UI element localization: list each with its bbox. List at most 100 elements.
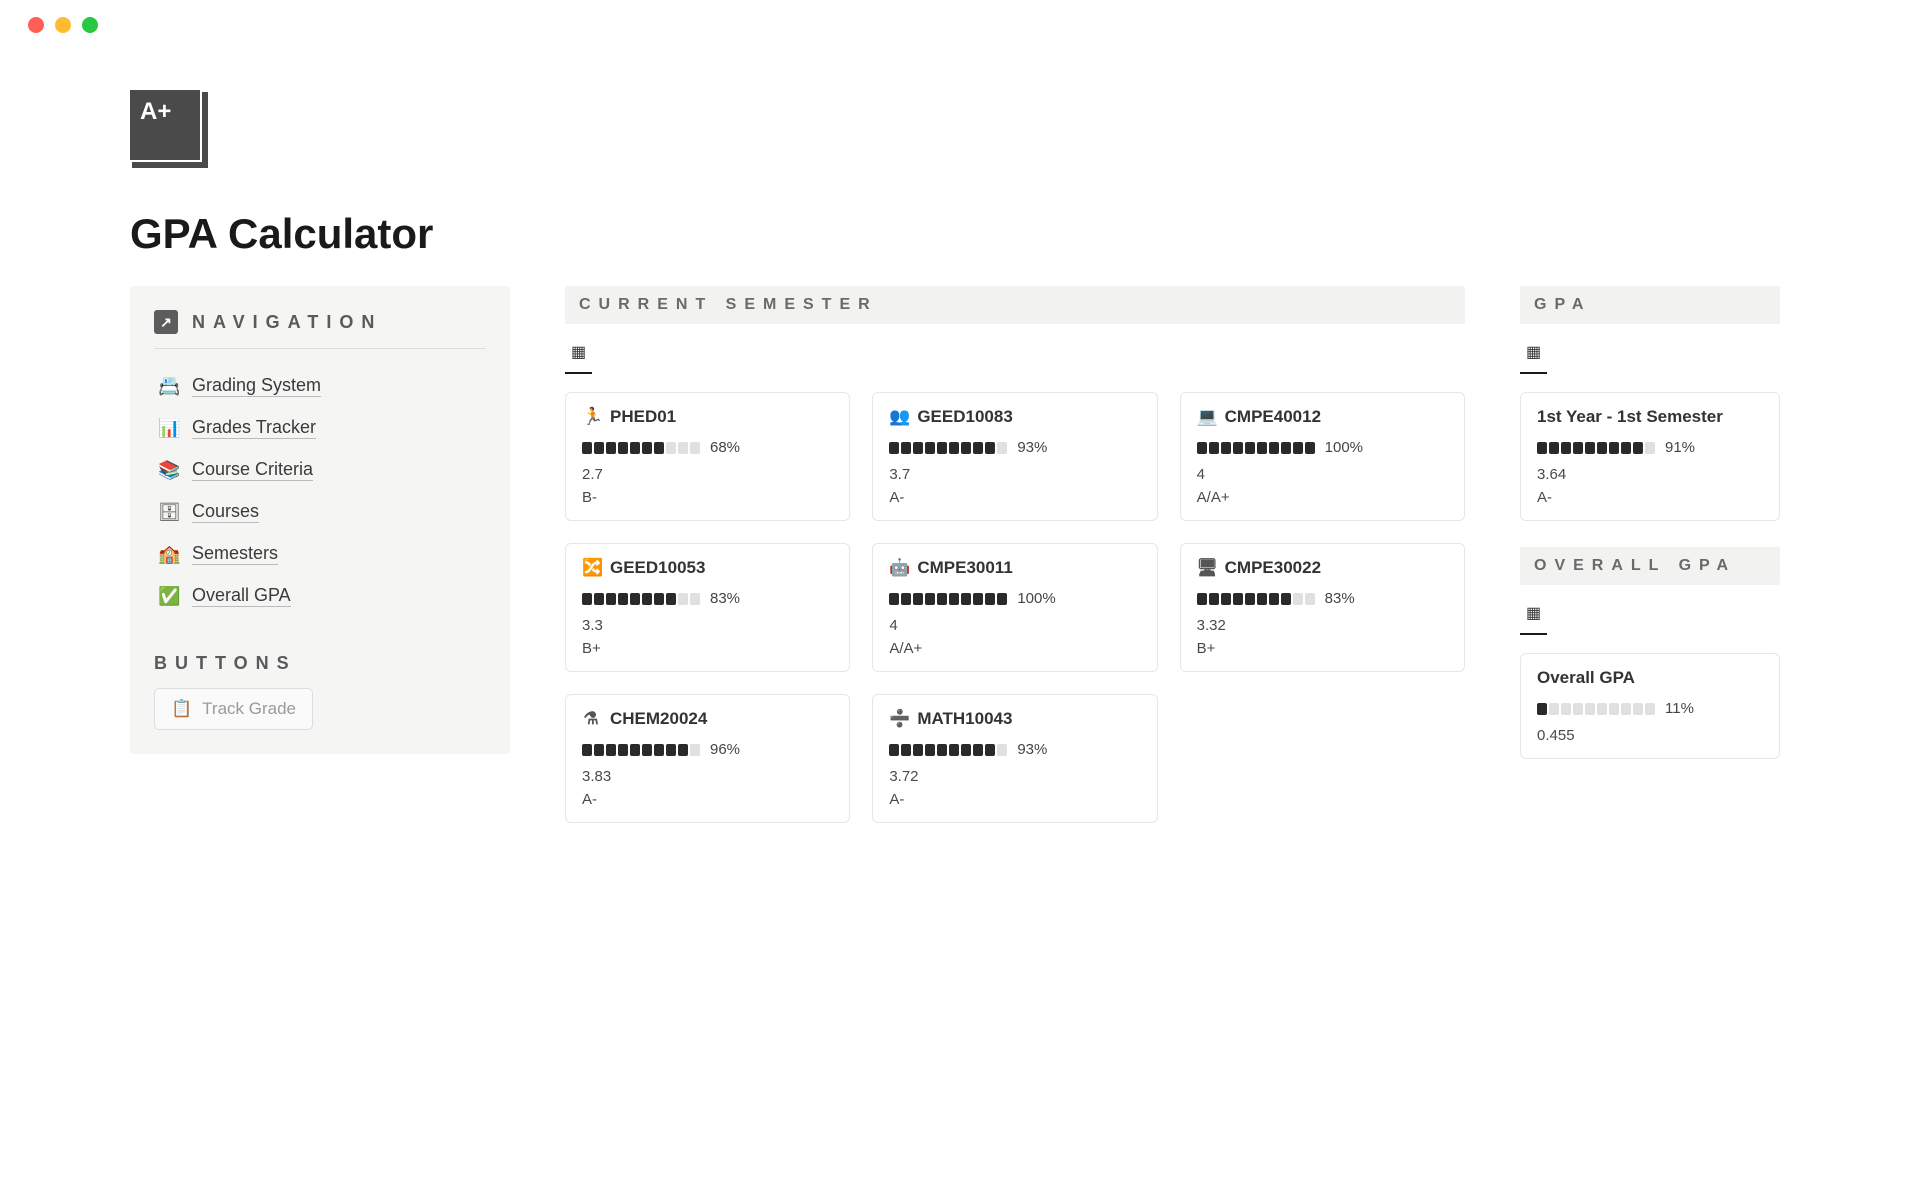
main-columns: CURRENT SEMESTER ▦ 🏃PHED01 68% 2.7 B- 👥GEED1… <box>565 286 1790 823</box>
course-icon: 🖥 <box>1197 558 1215 578</box>
progress-row: 68% <box>582 439 833 456</box>
percent-label: 68% <box>710 439 740 456</box>
course-card[interactable]: 🤖CMPE30011100%4A/A+ <box>872 543 1157 672</box>
nav-item-icon: 📊 <box>158 418 178 439</box>
overall-gallery-tab[interactable]: ▦ <box>1520 595 1547 635</box>
current-semester-heading: CURRENT SEMESTER <box>565 286 1465 324</box>
course-code: 1st Year - 1st Semester <box>1537 407 1723 427</box>
card-title: ➗MATH10043 <box>889 709 1140 729</box>
course-card[interactable]: 💻CMPE40012100%4A/A+ <box>1180 392 1465 521</box>
gpa-cards: 1st Year - 1st Semester91%3.64A- <box>1520 392 1780 521</box>
course-card[interactable]: 🏃PHED01 68% 2.7 B- <box>565 392 850 521</box>
progress-bar <box>889 744 1007 756</box>
gpa-value: 4 <box>889 617 1140 634</box>
gpa-gallery-tab[interactable]: ▦ <box>1520 334 1547 374</box>
navigation-heading: ↗ NAVIGATION <box>154 310 486 334</box>
nav-list: 📇Grading System 📊 Grades Tracker 📚Course Cr… <box>158 365 486 617</box>
nav-item-label: Grades Tracker <box>192 417 316 439</box>
track-grade-button[interactable]: 📋 Track Grade <box>154 688 313 730</box>
overall-cards: Overall GPA11%0.455 <box>1520 653 1780 759</box>
sidebar: ↗ NAVIGATION 📇Grading System 📊 Grades Trac… <box>130 286 510 754</box>
nav-item[interactable]: 📇Grading System <box>158 365 486 407</box>
page-title: GPA Calculator <box>130 210 1790 258</box>
nav-item-label: Semesters <box>192 543 278 565</box>
course-card[interactable]: 👥GEED1008393%3.7A- <box>872 392 1157 521</box>
progress-row: 100% <box>889 590 1140 607</box>
overall-heading: OVERALL GPA <box>1520 547 1780 585</box>
nav-item-icon: 📚 <box>158 460 178 481</box>
gpa-value: 3.83 <box>582 768 833 785</box>
course-card[interactable]: 🔀GEED1005383%3.3B+ <box>565 543 850 672</box>
gpa-value: 4 <box>1197 466 1448 483</box>
card-title: 🖥 CMPE30022 <box>1197 558 1448 578</box>
course-code: CMPE30022 <box>1225 558 1321 578</box>
gpa-value: 3.72 <box>889 768 1140 785</box>
progress-row: 93% <box>889 741 1140 758</box>
course-icon: 👥 <box>889 407 907 427</box>
page-content: GPA Calculator ↗ NAVIGATION 📇Grading Sys… <box>0 50 1920 823</box>
progress-row: 96% <box>582 741 833 758</box>
gpa-value: 0.455 <box>1537 727 1763 744</box>
nav-item-label: Courses <box>192 501 259 523</box>
navigation-label: NAVIGATION <box>192 312 382 333</box>
app-window: GPA Calculator ↗ NAVIGATION 📇Grading Sys… <box>0 0 1920 1200</box>
view-tabs: ▦ <box>565 334 1465 374</box>
gallery-view-tab[interactable]: ▦ <box>565 334 592 374</box>
gpa-value: 3.32 <box>1197 617 1448 634</box>
progress-row: 11% <box>1537 700 1763 717</box>
buttons-box: 📋 Track Grade <box>154 688 486 730</box>
percent-label: 83% <box>710 590 740 607</box>
letter-grade: A- <box>1537 489 1763 506</box>
course-icon: 🔀 <box>582 558 600 578</box>
percent-label: 100% <box>1017 590 1055 607</box>
minimize-icon[interactable] <box>55 17 71 33</box>
percent-label: 93% <box>1017 439 1047 456</box>
course-card[interactable]: Overall GPA11%0.455 <box>1520 653 1780 759</box>
course-code: MATH10043 <box>917 709 1012 729</box>
letter-grade: A- <box>582 791 833 808</box>
progress-bar <box>1537 703 1655 715</box>
course-card[interactable]: ⚗CHEM20024 96% 3.83 A- <box>565 694 850 823</box>
progress-row: 93% <box>889 439 1140 456</box>
nav-item[interactable]: 📚Course Criteria <box>158 449 486 491</box>
course-card[interactable]: 1st Year - 1st Semester91%3.64A- <box>1520 392 1780 521</box>
app-icon <box>130 90 200 160</box>
course-card[interactable]: ➗MATH1004393%3.72A- <box>872 694 1157 823</box>
progress-row: 83% <box>582 590 833 607</box>
nav-item-icon: 📇 <box>158 376 178 397</box>
card-title: 1st Year - 1st Semester <box>1537 407 1763 427</box>
gpa-value: 2.7 <box>582 466 833 483</box>
card-title: 🔀GEED10053 <box>582 558 833 578</box>
letter-grade: A- <box>889 489 1140 506</box>
nav-item[interactable]: 📊 Grades Tracker <box>158 407 486 449</box>
nav-item-label: Overall GPA <box>192 585 291 607</box>
gpa-heading: GPA <box>1520 286 1780 324</box>
progress-row: 83% <box>1197 590 1448 607</box>
card-title: 💻CMPE40012 <box>1197 407 1448 427</box>
nav-item[interactable]: ✅ Overall GPA <box>158 575 486 617</box>
maximize-icon[interactable] <box>82 17 98 33</box>
letter-grade: B- <box>582 489 833 506</box>
course-code: CMPE40012 <box>1225 407 1321 427</box>
course-code: PHED01 <box>610 407 676 427</box>
course-icon: ⚗ <box>582 709 600 729</box>
progress-bar <box>582 442 700 454</box>
progress-bar <box>1197 593 1315 605</box>
letter-grade: B+ <box>582 640 833 657</box>
progress-bar <box>582 744 700 756</box>
nav-item[interactable]: 🗄Courses <box>158 491 486 533</box>
nav-item-icon: 🏫 <box>158 544 178 565</box>
percent-label: 83% <box>1325 590 1355 607</box>
card-title: 🏃PHED01 <box>582 407 833 427</box>
card-title: ⚗CHEM20024 <box>582 709 833 729</box>
semester-cards: 🏃PHED01 68% 2.7 B- 👥GEED1008393%3.7A- 💻CMPE40… <box>565 392 1465 823</box>
close-icon[interactable] <box>28 17 44 33</box>
nav-item[interactable]: 🏫 Semesters <box>158 533 486 575</box>
percent-label: 100% <box>1325 439 1363 456</box>
percent-label: 93% <box>1017 741 1047 758</box>
progress-bar <box>889 593 1007 605</box>
progress-bar <box>889 442 1007 454</box>
progress-bar <box>582 593 700 605</box>
course-card[interactable]: 🖥CMPE3002283%3.32B+ <box>1180 543 1465 672</box>
nav-item-icon: ✅ <box>158 586 178 607</box>
